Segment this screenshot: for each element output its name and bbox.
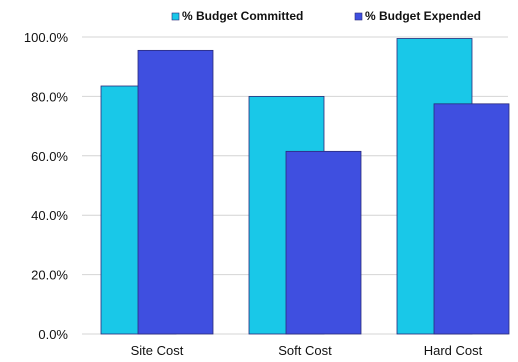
x-tick-label: Site Cost bbox=[131, 343, 184, 358]
bar-expended-1 bbox=[285, 150, 362, 335]
legend-swatch-committed bbox=[171, 12, 180, 21]
legend: % Budget Committed % Budget Expended bbox=[171, 9, 481, 23]
y-tick-label: 80.0% bbox=[31, 89, 68, 104]
y-tick-label: 100.0% bbox=[24, 30, 69, 45]
bar-expended-0 bbox=[137, 49, 214, 335]
legend-label-expended: % Budget Expended bbox=[365, 9, 481, 23]
y-tick-label: 60.0% bbox=[31, 149, 68, 164]
x-tick-label: Soft Cost bbox=[278, 343, 332, 358]
bar-expended-2 bbox=[433, 103, 510, 335]
legend-label-committed: % Budget Committed bbox=[182, 9, 303, 23]
x-axis-tick-labels: Site Cost Soft Cost Hard Cost bbox=[131, 343, 483, 358]
x-tick-label: Hard Cost bbox=[424, 343, 483, 358]
y-tick-label: 20.0% bbox=[31, 268, 68, 283]
bars bbox=[100, 38, 510, 335]
legend-swatch-expended bbox=[354, 12, 363, 21]
y-tick-label: 0.0% bbox=[38, 327, 68, 342]
y-tick-label: 40.0% bbox=[31, 208, 68, 223]
y-axis-tick-labels: 0.0% 20.0% 40.0% 60.0% 80.0% 100.0% bbox=[24, 30, 69, 342]
